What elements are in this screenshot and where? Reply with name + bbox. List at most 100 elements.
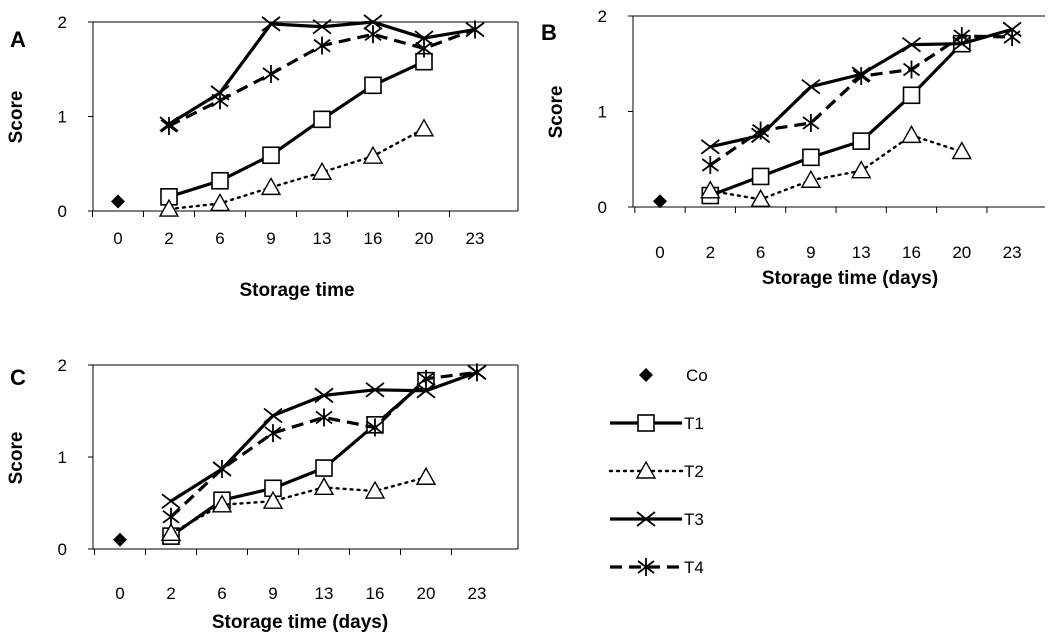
series-co <box>653 194 667 209</box>
y-axis-title: Score <box>6 91 27 144</box>
data-point-t4 <box>752 121 770 140</box>
data-point-t1 <box>852 132 871 150</box>
y-tick-label: 1 <box>598 103 607 122</box>
data-point-t4 <box>315 408 333 427</box>
legend-item-co: Co <box>639 366 708 385</box>
data-point-t2 <box>413 118 435 137</box>
x-tick-label: 2 <box>164 229 173 248</box>
series-t1 <box>160 52 433 206</box>
data-point-t1 <box>902 86 921 105</box>
legend-swatch-marker <box>636 511 656 527</box>
legend-swatch-marker <box>637 558 655 576</box>
x-tick-label: 2 <box>706 243 715 262</box>
x-tick-label: 6 <box>215 229 224 248</box>
data-point-t3 <box>414 30 434 46</box>
legend-label: Co <box>686 366 708 385</box>
legend-label: T2 <box>684 462 704 481</box>
data-point-t2 <box>160 522 182 542</box>
series-co <box>113 532 127 547</box>
data-point-t4 <box>902 60 921 79</box>
x-tick-label: 0 <box>115 584 124 603</box>
data-point-t3 <box>263 407 283 424</box>
data-point-t2 <box>313 476 335 496</box>
data-point-t4 <box>852 67 870 86</box>
series-t4 <box>162 363 486 526</box>
data-point-t3 <box>312 19 332 35</box>
data-point-t4 <box>313 36 331 55</box>
data-point-t4 <box>802 113 820 132</box>
legend-swatch-marker <box>639 368 653 382</box>
legend-item-t2: T2 <box>608 460 704 481</box>
legend-swatch-marker <box>637 414 655 432</box>
series-line-t2 <box>169 476 428 535</box>
x-axis-title: Storage time (days) <box>762 268 938 289</box>
data-point-t3 <box>161 493 181 509</box>
data-point-t3 <box>901 36 922 53</box>
legend-label: T1 <box>684 414 704 433</box>
data-point-t2 <box>260 176 282 196</box>
y-tick-label: 2 <box>58 356 67 375</box>
x-tick-label: 9 <box>806 243 815 262</box>
x-tick-label: 0 <box>113 229 122 248</box>
x-tick-label: 23 <box>468 584 487 603</box>
series-t2 <box>158 118 435 217</box>
data-point-t2 <box>750 188 771 208</box>
data-point-t2 <box>851 160 872 179</box>
y-tick-label: 0 <box>598 198 607 217</box>
y-tick-label: 2 <box>598 7 607 26</box>
data-point-t2 <box>311 161 333 180</box>
legend-item-t1: T1 <box>610 414 704 433</box>
x-tick-label: 16 <box>366 584 385 603</box>
data-point-t3 <box>365 382 385 398</box>
x-axis-title: Storage time (days) <box>212 612 388 633</box>
data-point-t4 <box>213 459 231 478</box>
data-point-t2 <box>211 494 233 513</box>
x-tick-label: 13 <box>852 243 871 262</box>
data-point-t2 <box>700 180 721 199</box>
x-tick-label: 6 <box>217 584 226 603</box>
x-axis-title: Storage time <box>239 280 354 301</box>
x-tick-label: 20 <box>417 584 436 603</box>
y-axis-title: Score <box>546 86 567 139</box>
panel-letter: A <box>10 27 26 52</box>
data-point-t4 <box>162 507 180 526</box>
data-point-t1 <box>751 167 770 186</box>
data-point-t4 <box>701 155 719 174</box>
data-point-t3 <box>801 78 821 95</box>
y-tick-label: 0 <box>58 202 67 221</box>
data-point-t2 <box>158 198 180 217</box>
data-point-t1 <box>315 459 333 477</box>
data-point-co <box>113 532 127 547</box>
x-tick-label: 6 <box>756 243 765 262</box>
y-tick-label: 1 <box>58 108 67 127</box>
data-point-t4 <box>160 116 178 135</box>
x-tick-label: 9 <box>266 229 275 248</box>
panel-letter: C <box>10 365 26 390</box>
series-line-t1 <box>168 60 425 199</box>
data-point-t2 <box>209 193 231 212</box>
data-point-t3 <box>363 14 383 30</box>
panel-letter: B <box>541 20 557 45</box>
legend-item-t3: T3 <box>610 510 704 529</box>
x-tick-label: 23 <box>1003 243 1022 262</box>
series-t4 <box>701 27 1021 174</box>
legend-item-t4: T4 <box>610 558 704 577</box>
data-point-t2 <box>362 145 384 164</box>
x-tick-label: 16 <box>902 243 921 262</box>
x-tick-label: 20 <box>952 243 971 262</box>
data-point-t4 <box>264 424 282 443</box>
y-tick-label: 0 <box>58 540 67 559</box>
data-point-t3 <box>416 383 436 399</box>
series-line-t1 <box>709 42 963 198</box>
x-tick-label: 20 <box>415 229 434 248</box>
x-tick-label: 13 <box>315 584 334 603</box>
data-point-t1 <box>262 146 280 165</box>
y-tick-label: 1 <box>58 448 67 467</box>
data-point-t4 <box>415 39 433 58</box>
series-t2 <box>700 124 972 208</box>
data-point-t1 <box>802 148 820 167</box>
